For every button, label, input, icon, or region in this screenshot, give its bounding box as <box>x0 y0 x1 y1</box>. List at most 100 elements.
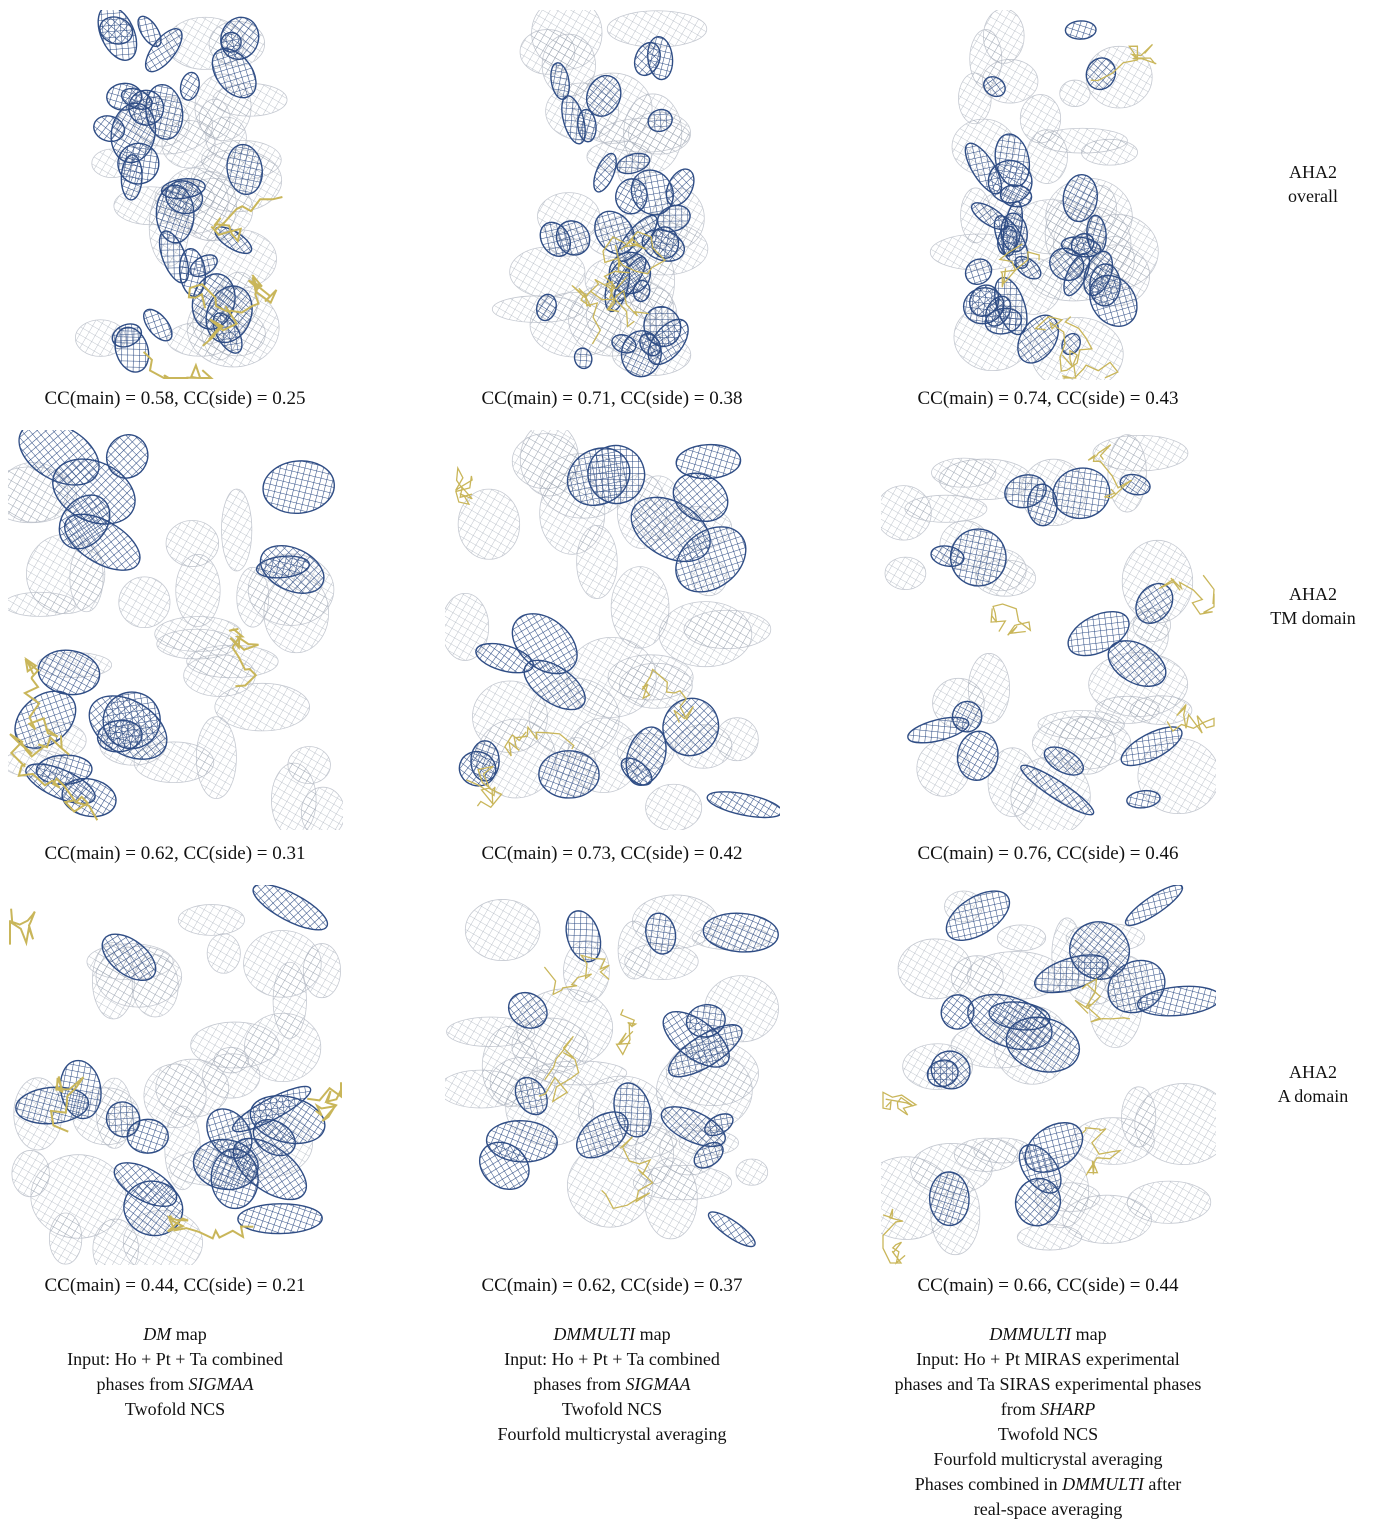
description-line: Input: Ho + Pt + Ta combined <box>0 1347 395 1372</box>
backbone-trace <box>10 909 35 945</box>
program-name: DM <box>143 1324 171 1344</box>
text: Phases combined in <box>915 1474 1062 1494</box>
mesh-gray <box>645 784 701 830</box>
mesh-blue <box>237 1203 322 1234</box>
mesh-blue <box>1065 20 1096 39</box>
figure: (() => { const data = JSON.parse(documen… <box>0 0 1383 1524</box>
text: phases and Ta SIRAS experimental phases <box>895 1374 1202 1394</box>
mesh-gray <box>931 458 995 487</box>
mesh-gray <box>735 1159 767 1185</box>
description-line: Phases combined in DMMULTI after <box>828 1472 1268 1497</box>
text: phases from <box>97 1374 189 1394</box>
backbone-trace <box>883 1092 916 1115</box>
map-description: DMMULTI map Input: Ho + Pt MIRAS experime… <box>828 1322 1268 1522</box>
mesh-gray <box>715 718 758 761</box>
mesh-gray <box>243 930 321 997</box>
text: Twofold NCS <box>998 1424 1098 1444</box>
row-label-line: AHA2 <box>1258 160 1368 184</box>
mesh-gray <box>1071 1118 1153 1165</box>
mesh-gray <box>214 683 309 731</box>
program-name: DMMULTI <box>989 1324 1071 1344</box>
mesh-gray <box>143 1064 205 1128</box>
cc-caption: CC(main) = 0.76, CC(side) = 0.46 <box>828 843 1268 865</box>
description-line: Twofold NCS <box>392 1397 832 1422</box>
mesh-gray <box>954 1138 1017 1171</box>
mesh-gray <box>576 525 617 598</box>
mesh-blue <box>90 10 144 66</box>
mesh-gray <box>904 495 986 522</box>
mesh-gray <box>458 489 520 559</box>
text: map <box>635 1324 671 1344</box>
density-map <box>8 430 343 830</box>
text: Twofold NCS <box>562 1399 662 1419</box>
mesh-gray <box>465 899 540 960</box>
mesh-gray <box>884 557 925 590</box>
description-line: phases from SIGMAA <box>0 1372 395 1397</box>
description-line: Input: Ho + Pt MIRAS experimental <box>828 1347 1268 1372</box>
description-line: phases and Ta SIRAS experimental phases <box>828 1372 1268 1397</box>
program-name: SHARP <box>1040 1399 1095 1419</box>
description-line: from SHARP <box>828 1397 1268 1422</box>
mesh-gray <box>659 602 752 667</box>
density-map <box>445 430 780 830</box>
map-description: DMMULTI mapInput: Ho + Pt + Ta combinedp… <box>392 1322 832 1447</box>
program-name: SIGMAA <box>626 1374 691 1394</box>
row-label-line: A domain <box>1258 1084 1368 1108</box>
text: phases from <box>534 1374 626 1394</box>
mesh-gray <box>118 577 169 628</box>
description-line: real-space averaging <box>828 1497 1268 1522</box>
density-map <box>881 10 1216 380</box>
mesh-blue <box>704 1207 759 1252</box>
mesh-gray <box>175 554 219 626</box>
backbone-trace <box>616 1009 635 1054</box>
mesh-blue <box>675 443 741 480</box>
density-map <box>8 885 343 1265</box>
text: Input: Ho + Pt + Ta combined <box>67 1349 283 1369</box>
description-line: Twofold NCS <box>0 1397 395 1422</box>
mesh-gray <box>207 934 240 974</box>
cc-caption: CC(main) = 0.44, CC(side) = 0.21 <box>0 1275 395 1297</box>
density-map <box>8 10 343 380</box>
description-line: Input: Ho + Pt + Ta combined <box>392 1347 832 1372</box>
mesh-blue <box>247 885 333 938</box>
program-name: DMMULTI <box>1062 1474 1144 1494</box>
text: map <box>1071 1324 1107 1344</box>
text: Input: Ho + Pt MIRAS experimental <box>916 1349 1180 1369</box>
description-line: DMMULTI map <box>392 1322 832 1347</box>
text: real-space averaging <box>974 1499 1122 1519</box>
program-name: SIGMAA <box>189 1374 254 1394</box>
text: map <box>171 1324 207 1344</box>
text: after <box>1144 1474 1181 1494</box>
mesh-gray <box>199 99 230 138</box>
density-map <box>445 885 780 1265</box>
mesh-gray <box>221 489 251 571</box>
cc-caption: CC(main) = 0.62, CC(side) = 0.31 <box>0 843 395 865</box>
backbone-trace <box>991 604 1030 635</box>
mesh-gray <box>997 925 1045 951</box>
mesh-gray <box>1037 128 1127 153</box>
mesh-blue <box>260 457 337 517</box>
mesh-blue <box>705 787 780 823</box>
mesh-blue <box>133 13 165 51</box>
text: Input: Ho + Pt + Ta combined <box>504 1349 720 1369</box>
description-line: Fourfold multicrystal averaging <box>828 1447 1268 1472</box>
density-map <box>881 885 1216 1265</box>
text: Fourfold multicrystal averaging <box>934 1449 1163 1469</box>
text: from <box>1001 1399 1041 1419</box>
mesh-gray <box>1107 435 1146 512</box>
mesh-gray <box>49 1213 81 1264</box>
description-line: Fourfold multicrystal averaging <box>392 1422 832 1447</box>
program-name: DMMULTI <box>553 1324 635 1344</box>
mesh-blue <box>538 750 599 798</box>
mesh-gray <box>567 1144 653 1227</box>
mesh-gray <box>287 746 330 783</box>
mesh-gray <box>178 905 244 936</box>
row-label-line: AHA2 <box>1258 582 1368 606</box>
cc-caption: CC(main) = 0.71, CC(side) = 0.38 <box>392 388 832 410</box>
text: Twofold NCS <box>125 1399 225 1419</box>
row-label-line: overall <box>1258 184 1368 208</box>
mesh-gray <box>8 592 75 616</box>
cc-caption: CC(main) = 0.74, CC(side) = 0.43 <box>828 388 1268 410</box>
